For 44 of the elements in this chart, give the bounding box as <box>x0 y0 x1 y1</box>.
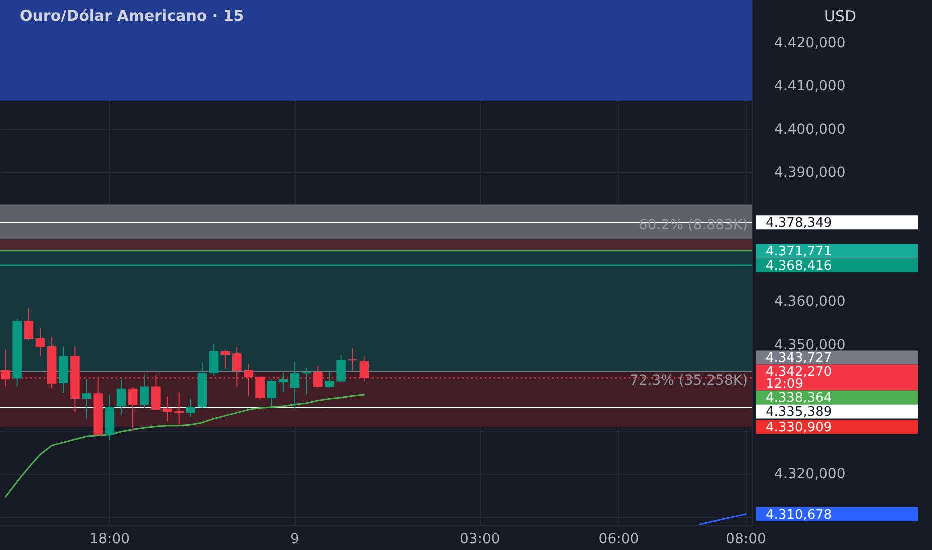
x-tick-label: 18:00 <box>90 532 130 548</box>
x-tick-label: 9 <box>290 532 300 548</box>
candlestick <box>325 370 334 388</box>
band-label: 4.371,771 <box>766 244 832 260</box>
y-tick-label: 4.320,000 <box>774 466 846 483</box>
candlestick <box>278 372 288 394</box>
candlestick <box>116 378 126 416</box>
candlestick <box>186 398 196 418</box>
y-tick-label: 4.400,000 <box>774 122 846 138</box>
y-tick-label: 4.350,000 <box>774 337 846 354</box>
y-tick-label: 4.360,000 <box>774 294 846 310</box>
y-tick-label: 4.390,000 <box>774 164 846 181</box>
candlestick <box>220 350 230 370</box>
candlestick <box>82 378 92 420</box>
ref-line-label: 4.378,349 <box>766 216 832 232</box>
band-label: 4.330,909 <box>766 420 832 436</box>
x-tick-label: 03:00 <box>460 532 500 548</box>
candlestick <box>140 374 150 409</box>
candlestick <box>24 308 34 342</box>
ref-line-label: 4.343,727 <box>766 351 832 366</box>
candlestick <box>290 361 300 410</box>
candlestick <box>348 348 358 372</box>
ref-line-label: 4.342,270 12:09 <box>766 365 832 392</box>
y-tick-label: 4.420,000 <box>774 36 846 52</box>
x-tick-label: 06:00 <box>598 532 640 548</box>
candlestick <box>336 355 346 382</box>
line-series <box>5 394 366 498</box>
candlestick <box>209 343 219 376</box>
ref-line-label: 4.335,389 <box>766 405 832 420</box>
candlestick <box>163 396 172 422</box>
text: Ouro/Dólar Americano · 15 <box>20 7 244 25</box>
y-axis-title: USD <box>824 8 857 26</box>
x-tick-label: 08:00 <box>726 532 766 548</box>
line-series <box>699 514 747 526</box>
candlestick <box>174 392 184 426</box>
candlestick <box>302 368 312 396</box>
candlestick <box>267 379 277 407</box>
ref-line-label: 4.368,416 <box>766 258 832 274</box>
y-tick-label: 4.410,000 <box>774 78 846 95</box>
data-label: 4.310,678 <box>766 508 832 523</box>
candlestick <box>36 328 46 357</box>
text: 4.338,364 <box>766 391 832 406</box>
candlestick <box>128 387 138 432</box>
annotation: 72.3% (35.258K) <box>630 373 748 390</box>
